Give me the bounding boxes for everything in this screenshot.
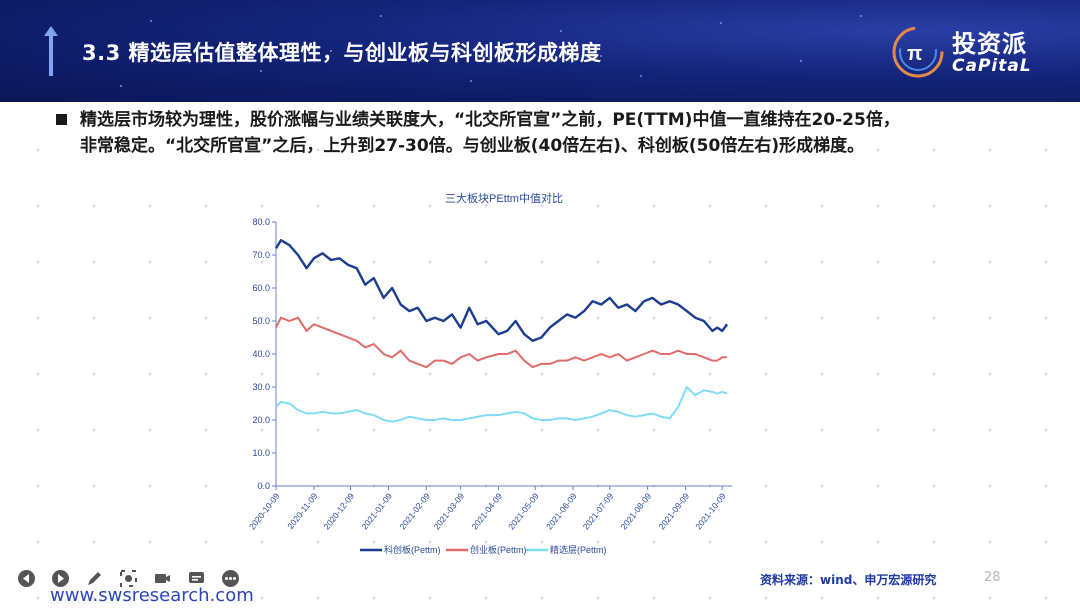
header-sparkle xyxy=(860,15,862,17)
camera-icon[interactable] xyxy=(154,570,171,587)
x-tick-label: 2021-08-09 xyxy=(619,491,654,532)
more-icon[interactable] xyxy=(222,570,239,587)
y-tick-label: 0.0 xyxy=(257,481,270,491)
svg-text:π: π xyxy=(907,43,922,65)
x-tick-label: 2021-07-09 xyxy=(581,491,616,532)
series-line-3 xyxy=(275,386,728,423)
header-sparkle xyxy=(600,55,602,57)
x-tick-label: 2020-11-09 xyxy=(285,491,319,531)
x-tick-label: 2021-05-09 xyxy=(506,491,541,532)
pe-comparison-chart: 三大板块PEttm中值对比 0.0 10.0 20.0 30.0 40.0 50.0 60.0… xyxy=(247,191,732,555)
series-line-1 xyxy=(274,239,729,343)
page-number: 28 xyxy=(984,570,1001,585)
y-tick-label: 50.0 xyxy=(252,316,270,326)
header-bar: 3.3 精选层估值整体理性，与创业板与科创板形成梯度 π 投资派 CaPitaL xyxy=(0,0,1080,102)
pen-icon[interactable] xyxy=(86,570,103,587)
x-tick-label: 2020-10-09 xyxy=(247,491,282,532)
y-tick-label: 60.0 xyxy=(252,283,270,293)
target-icon[interactable] xyxy=(120,570,137,587)
page-title: 3.3 精选层估值整体理性，与创业板与科创板形成梯度 xyxy=(82,41,602,65)
play-icon[interactable] xyxy=(52,570,69,587)
x-tick-label: 2021-09-09 xyxy=(656,491,691,532)
bullet-marker xyxy=(56,114,67,125)
x-tick-label: 2020-12-09 xyxy=(321,491,356,532)
legend-label-3: 精选层(Pettm) xyxy=(550,544,607,555)
x-tick-label: 2021-10-09 xyxy=(693,491,728,532)
y-tick-label: 10.0 xyxy=(252,448,270,458)
x-tick-label: 2021-01-09 xyxy=(359,491,394,532)
header-sparkle xyxy=(560,30,562,32)
y-tick-label: 30.0 xyxy=(252,382,270,392)
header-sparkle xyxy=(150,20,152,22)
y-tick-label: 70.0 xyxy=(252,250,270,260)
logo-text-cn: 投资派 xyxy=(952,30,1027,58)
y-tick-label: 40.0 xyxy=(252,349,270,359)
x-tick-label: 2021-04-09 xyxy=(469,491,504,532)
x-tick-label: 2021-02-09 xyxy=(397,491,432,532)
header-sparkle xyxy=(470,80,472,82)
y-tick-label: 80.0 xyxy=(252,217,270,227)
y-tick-label: 20.0 xyxy=(252,415,270,425)
website-url[interactable]: www.swsresearch.com xyxy=(50,585,254,606)
header-sparkle xyxy=(800,60,802,62)
prev-icon[interactable] xyxy=(18,570,35,587)
legend-label-2: 创业板(Pettm) xyxy=(470,544,527,555)
subtitle-icon[interactable] xyxy=(188,570,205,587)
series-line-2 xyxy=(275,316,728,369)
bullet-text: 精选层市场较为理性，股价涨幅与业绩关联度大，“北交所官宣”之前，PE(TTM)中… xyxy=(80,110,900,156)
header-sparkle xyxy=(720,22,722,24)
header-sparkle xyxy=(380,15,382,17)
header-sparkle xyxy=(120,85,122,87)
x-tick-label: 2021-06-09 xyxy=(544,491,579,532)
header-sparkle xyxy=(640,75,642,77)
x-tick-label: 2021-03-09 xyxy=(432,491,467,532)
header-sparkle xyxy=(260,70,262,72)
arrow-up-icon xyxy=(44,26,58,76)
source-note: 资料来源：wind、申万宏源研究 xyxy=(760,573,937,587)
legend-label-1: 科创板(Pettm) xyxy=(384,544,441,555)
logo-icon: π xyxy=(892,26,944,78)
header-sparkle xyxy=(330,50,332,52)
logo-text-en: CaPitaL xyxy=(952,56,1032,76)
chart-title: 三大板块PEttm中值对比 xyxy=(445,191,563,205)
